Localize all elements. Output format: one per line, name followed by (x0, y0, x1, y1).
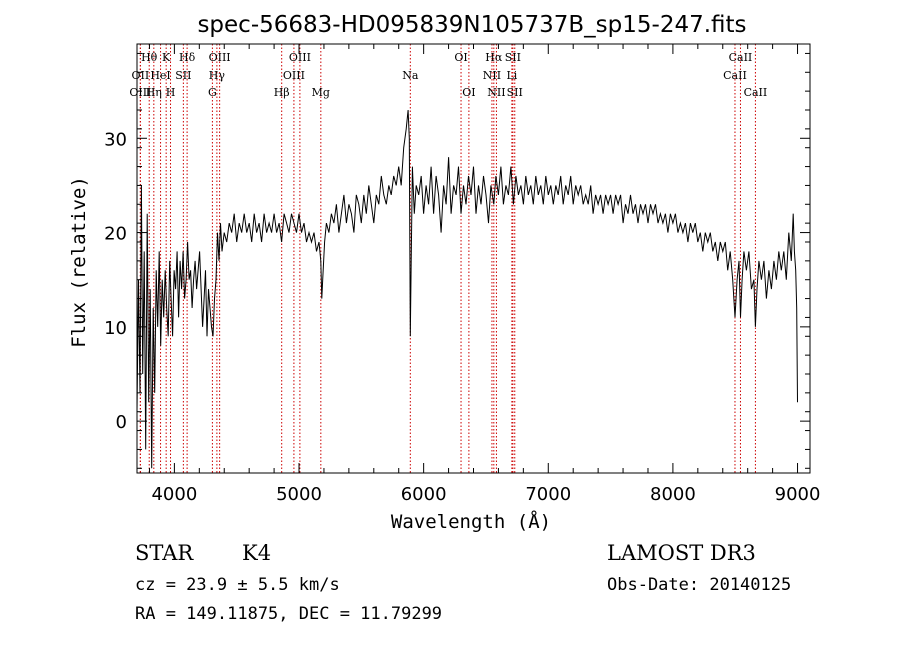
line-marker-label: Na (402, 69, 419, 82)
x-tick-label: 5000 (276, 484, 322, 505)
line-marker-label: OIII (209, 51, 231, 64)
survey-name: LAMOST DR3 (607, 541, 756, 565)
line-marker-label: SII (175, 69, 191, 82)
spectral-line-markers (139, 44, 756, 473)
line-marker-label: Mg (312, 86, 330, 99)
line-marker-label: G (208, 86, 217, 99)
y-tick-label: 0 (116, 412, 127, 433)
x-tick-label: 9000 (775, 484, 821, 505)
line-marker-label: OIII (283, 69, 305, 82)
line-marker-label: H (166, 86, 176, 99)
y-tick-label: 30 (104, 129, 127, 150)
line-marker-label: HeI (150, 69, 170, 82)
object-subclass: K4 (242, 541, 271, 565)
x-axis-label: Wavelength (Å) (391, 510, 551, 533)
y-axis-label: Flux (relative) (68, 176, 90, 348)
line-marker-label: NII (483, 69, 501, 82)
x-tick-label: 7000 (525, 484, 571, 505)
line-marker-label: Hη (146, 86, 162, 99)
line-marker-label: OIII (129, 86, 151, 99)
line-marker-label: Li (506, 69, 517, 82)
redshift-velocity: cz = 23.9 ± 5.5 km/s (135, 575, 340, 595)
x-tick-label: 8000 (650, 484, 696, 505)
line-marker-label: SII (505, 51, 521, 64)
y-axis-ticks: 0 10 20 30 (104, 52, 810, 469)
line-marker-label: Hθ (141, 51, 158, 64)
x-tick-label: 6000 (401, 484, 447, 505)
line-marker-label: Hβ (274, 86, 290, 99)
line-marker-label: OI (454, 51, 467, 64)
x-axis-ticks: 4000 5000 6000 7000 8000 9000 (148, 44, 821, 505)
line-marker-label: CaII (723, 69, 747, 82)
coordinates: RA = 149.11875, DEC = 11.79299 (135, 604, 442, 624)
y-tick-label: 10 (104, 318, 127, 339)
line-marker-label: Hα (485, 51, 503, 64)
object-class: STAR (135, 541, 194, 565)
line-marker-label: Hγ (209, 69, 226, 82)
line-marker-label: CaII (744, 86, 768, 99)
y-tick-label: 20 (104, 224, 127, 245)
line-marker-label: NII (487, 86, 505, 99)
plot-frame (136, 43, 811, 474)
line-marker-label: Hδ (179, 51, 196, 64)
line-marker-label: SII (507, 86, 523, 99)
line-marker-label: K (162, 51, 171, 64)
chart-title: spec-56683-HD095839N105737B_sp15-247.fit… (197, 12, 746, 38)
line-marker-label: OI (462, 86, 475, 99)
line-marker-label: OII (132, 69, 150, 82)
line-marker-label: CaII (729, 51, 753, 64)
line-marker-label: OIII (289, 51, 311, 64)
x-tick-label: 4000 (151, 484, 197, 505)
observation-date: Obs-Date: 20140125 (607, 575, 791, 595)
spectrum-series-line (136, 109, 798, 469)
